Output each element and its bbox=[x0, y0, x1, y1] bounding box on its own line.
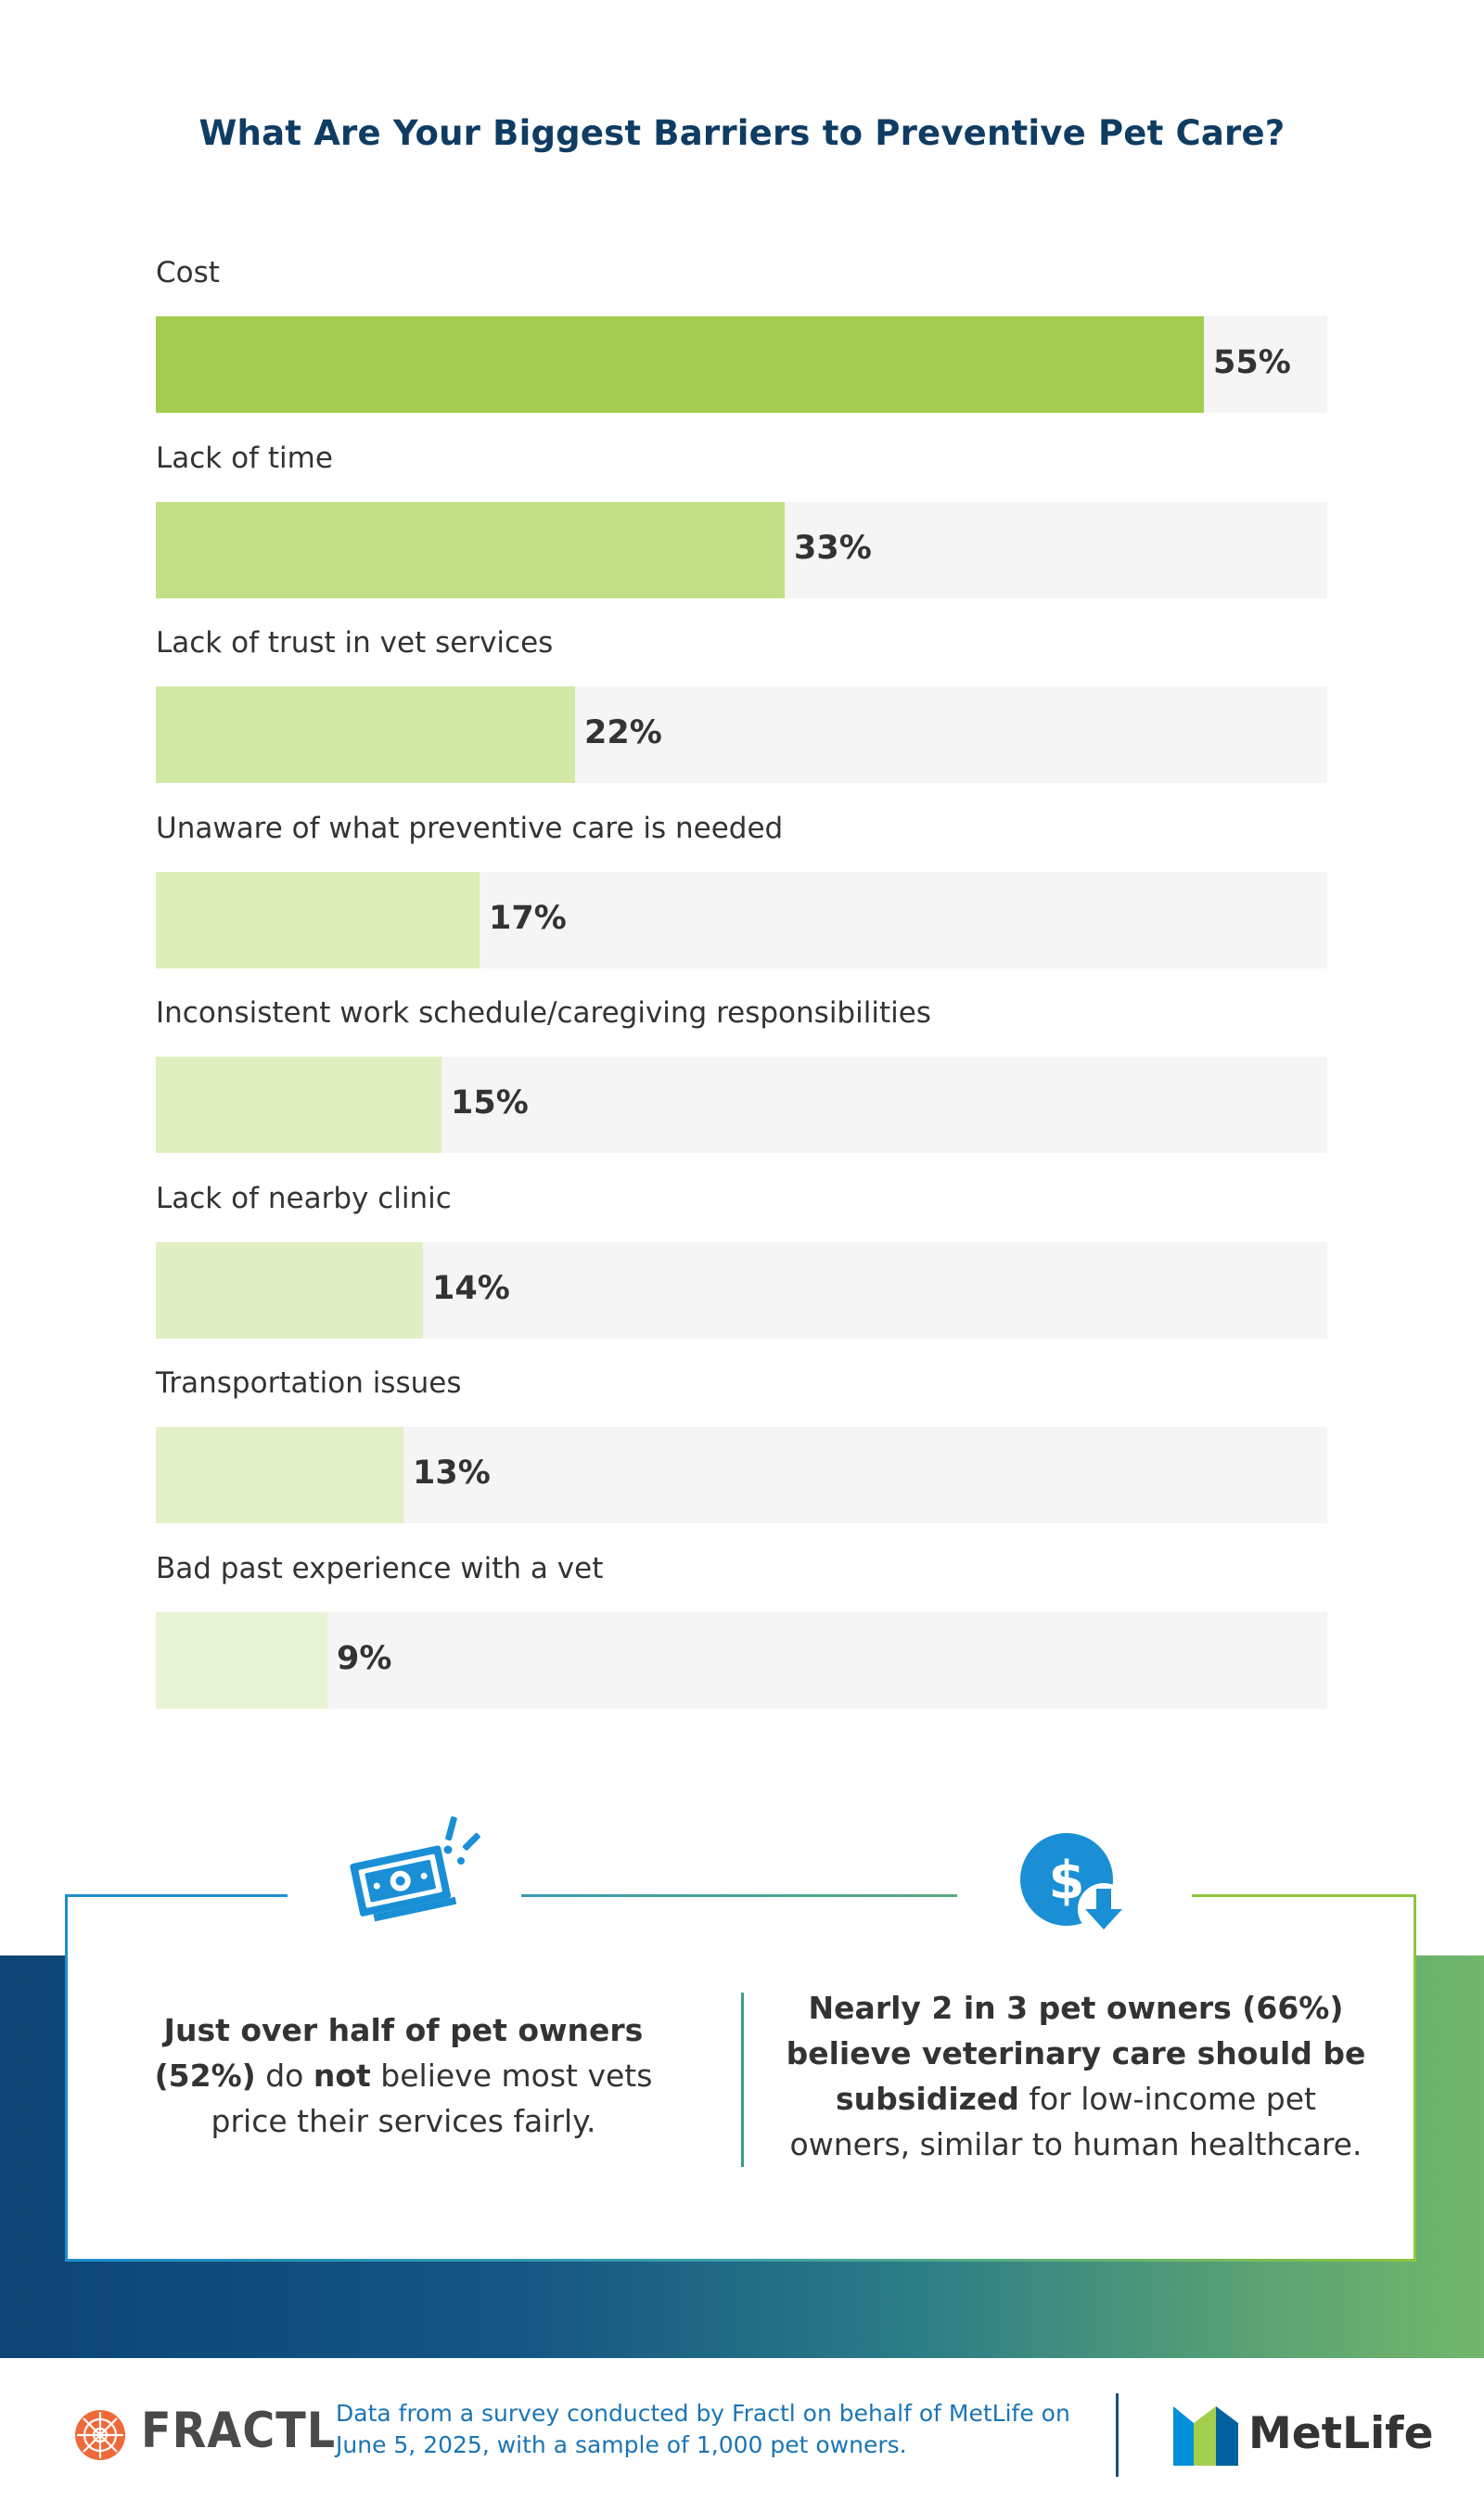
stats-card bbox=[65, 1896, 1416, 2262]
stats-divider bbox=[741, 1993, 744, 2167]
stat-left-line2-end: believe most vets bbox=[370, 2058, 653, 2094]
category-label: Lack of time bbox=[156, 441, 333, 475]
footer-note-line1: Data from a survey conducted by Fractl o… bbox=[336, 2400, 1070, 2427]
category-label: Inconsistent work schedule/caregiving re… bbox=[156, 996, 931, 1030]
bar bbox=[156, 1427, 403, 1523]
stat-left-line3: price their services fairly. bbox=[211, 2103, 596, 2139]
footer-note: Data from a survey conducted by Fractl o… bbox=[336, 2398, 1078, 2461]
fractl-logo-icon bbox=[74, 2409, 126, 2461]
stat-left-do: do bbox=[255, 2058, 313, 2094]
value-label: 14% bbox=[432, 1269, 510, 1307]
stat-left-percent: (52%) bbox=[154, 2058, 256, 2094]
footer-separator bbox=[1116, 2393, 1119, 2477]
category-label: Bad past experience with a vet bbox=[156, 1551, 604, 1585]
svg-text:$: $ bbox=[1049, 1851, 1085, 1911]
value-label: 13% bbox=[413, 1455, 491, 1492]
money-icon bbox=[339, 1809, 487, 1930]
chart-title: What Are Your Biggest Barriers to Preven… bbox=[198, 113, 1286, 153]
category-label: Lack of trust in vet services bbox=[156, 626, 554, 660]
card-top-line-left bbox=[65, 1894, 288, 1897]
stat-right-line4: owners, similar to human healthcare. bbox=[789, 2126, 1362, 2162]
footer-note-line2: June 5, 2025, with a sample of 1,000 pet… bbox=[336, 2431, 907, 2458]
card-top-line-middle bbox=[521, 1894, 957, 1897]
dollar-down-icon: $ bbox=[1018, 1831, 1139, 1935]
fractl-logo: FRACTL bbox=[141, 2403, 337, 2459]
value-label: 33% bbox=[794, 529, 872, 567]
stat-left: Just over half of pet owners (52%) do no… bbox=[102, 2007, 705, 2144]
card-top-line-right bbox=[1192, 1894, 1416, 1897]
category-label: Transportation issues bbox=[156, 1366, 462, 1400]
bar bbox=[156, 871, 480, 968]
bar bbox=[156, 1611, 327, 1709]
metlife-logo: MetLife bbox=[1248, 2408, 1434, 2459]
category-label: Cost bbox=[156, 256, 220, 289]
value-label: 9% bbox=[337, 1639, 392, 1677]
stat-right-subsidized: subsidized bbox=[835, 2081, 1019, 2117]
bar bbox=[156, 316, 1204, 413]
category-label: Lack of nearby clinic bbox=[156, 1181, 452, 1215]
stat-left-line1: Just over half of pet owners bbox=[163, 2012, 644, 2048]
bar-chart: Cost 55% Lack of time 33% Lack of trust in v… bbox=[156, 256, 1327, 1709]
bar bbox=[156, 1241, 423, 1339]
stat-right-line1: Nearly 2 in 3 pet owners (66%) bbox=[808, 1990, 1344, 2026]
bar bbox=[156, 686, 575, 783]
category-label: Unaware of what preventive care is neede… bbox=[156, 811, 784, 845]
value-label: 17% bbox=[489, 899, 567, 937]
stat-right: Nearly 2 in 3 pet owners (66%) believe v… bbox=[774, 1985, 1377, 2167]
value-label: 55% bbox=[1213, 344, 1291, 381]
bar-track bbox=[156, 1611, 1327, 1709]
bar bbox=[156, 1057, 441, 1153]
value-label: 15% bbox=[451, 1084, 529, 1122]
metlife-logo-icon bbox=[1173, 2406, 1238, 2466]
value-label: 22% bbox=[584, 714, 662, 751]
bar bbox=[156, 501, 785, 598]
stat-right-line3-end: for low-income pet bbox=[1018, 2081, 1316, 2117]
stat-right-line2: believe veterinary care should be bbox=[786, 2035, 1366, 2071]
stat-left-not: not bbox=[313, 2058, 371, 2094]
